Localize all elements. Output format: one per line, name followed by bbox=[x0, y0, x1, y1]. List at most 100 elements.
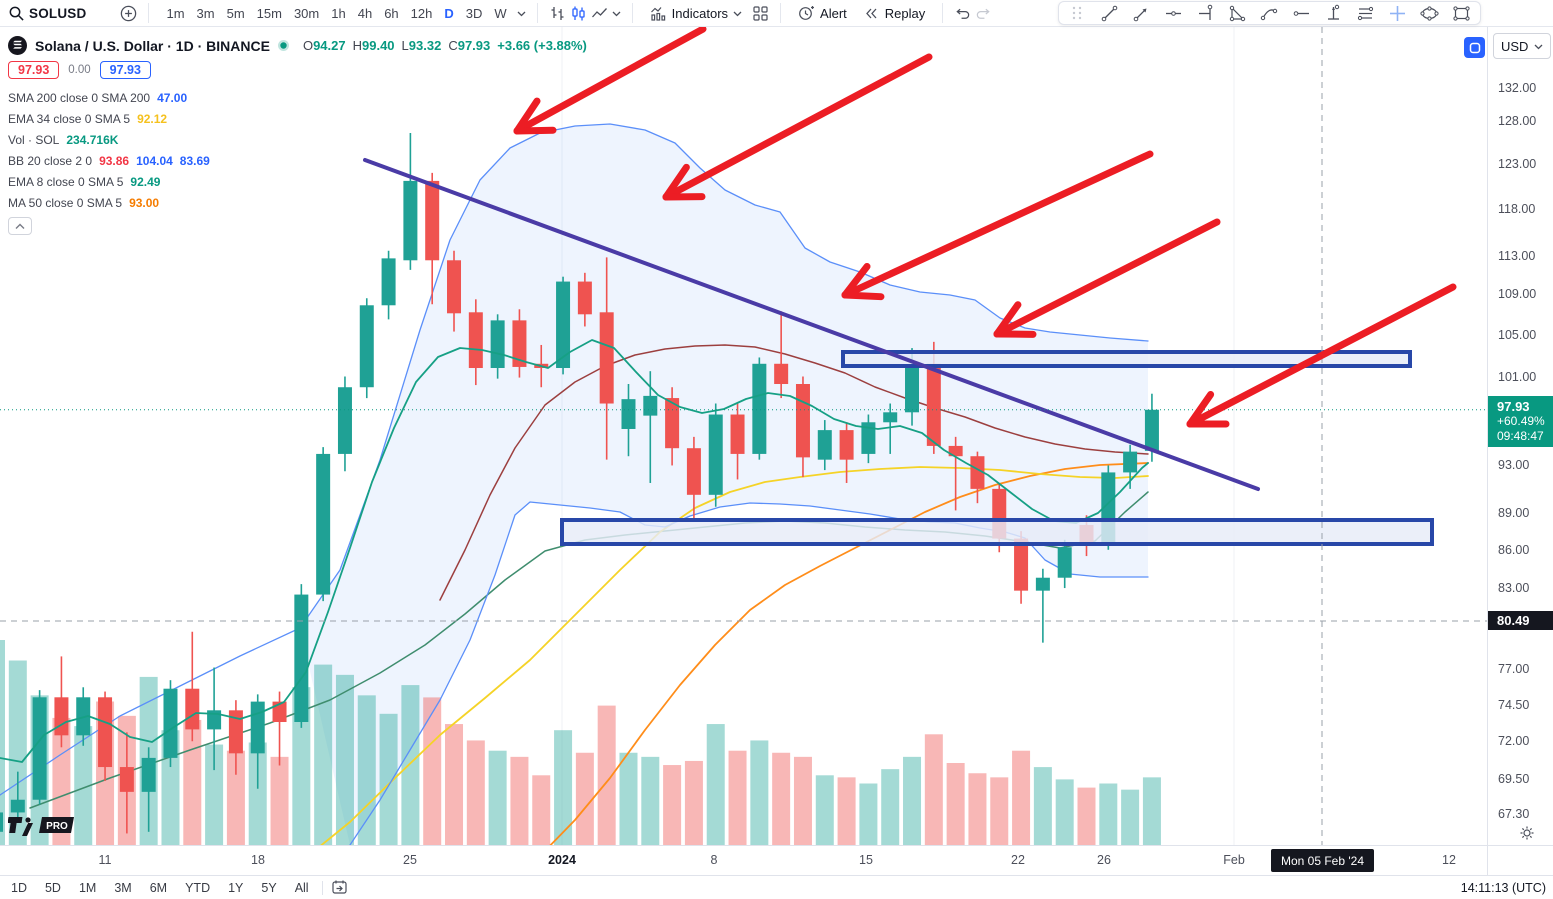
sync-scale-button[interactable] bbox=[1464, 37, 1485, 58]
chart-canvas[interactable] bbox=[0, 26, 1487, 845]
indicators-button[interactable]: Indicators bbox=[644, 5, 748, 22]
volume-bar bbox=[619, 752, 638, 845]
time-tick: Feb bbox=[1223, 853, 1245, 867]
range-YTD[interactable]: YTD bbox=[185, 880, 211, 895]
interval-6h[interactable]: 6h bbox=[384, 5, 399, 21]
candle-body bbox=[643, 395, 658, 416]
horizontal-ray-tool-icon[interactable] bbox=[1196, 4, 1215, 23]
legend-row[interactable]: MA 50 close 0 SMA 5 93.00 bbox=[8, 193, 210, 214]
volume-bar bbox=[270, 756, 289, 845]
currency-selector[interactable]: USD bbox=[1493, 33, 1551, 59]
tradingview-pro-logo[interactable]: PRO bbox=[8, 813, 76, 837]
price-tick: 128.00 bbox=[1498, 114, 1537, 129]
sell-button[interactable]: 97.93 bbox=[8, 61, 60, 79]
red-arrow-annotation[interactable] bbox=[662, 53, 933, 201]
layout-grid-icon[interactable] bbox=[752, 5, 769, 22]
range-5D[interactable]: 5D bbox=[44, 880, 61, 895]
search-icon[interactable] bbox=[8, 5, 25, 22]
ellipse-tool-icon[interactable] bbox=[1420, 4, 1439, 23]
horizontal-line-tool-icon[interactable] bbox=[1164, 4, 1183, 23]
legend-row[interactable]: EMA 8 close 0 SMA 5 92.49 bbox=[8, 172, 210, 193]
legend-row[interactable]: EMA 34 close 0 SMA 5 92.12 bbox=[8, 109, 210, 130]
legend-collapse-button[interactable] bbox=[8, 217, 32, 235]
utc-clock[interactable]: 14:11:13 (UTC) bbox=[1460, 880, 1546, 895]
rectangle-tool-icon[interactable] bbox=[1452, 4, 1471, 23]
chevron-down-icon[interactable] bbox=[517, 9, 526, 18]
candles-style-icon[interactable] bbox=[570, 5, 587, 22]
candle-body bbox=[207, 710, 222, 730]
descending-trendline[interactable] bbox=[363, 158, 1260, 491]
compare-add-icon[interactable] bbox=[120, 5, 137, 22]
legend-row[interactable]: SMA 200 close 0 SMA 200 47.00 bbox=[8, 88, 210, 109]
time-axis[interactable]: Mon 05 Feb '24 11 18 25 2024 8 15 22 26 Feb 12 bbox=[0, 845, 1553, 876]
range-All[interactable]: All bbox=[294, 880, 309, 895]
zone-rectangle[interactable] bbox=[560, 518, 1434, 546]
drag-handle-tool-icon[interactable] bbox=[1068, 4, 1087, 23]
ray-tool-icon[interactable] bbox=[1292, 4, 1311, 23]
interval-30m[interactable]: 30m bbox=[293, 5, 320, 21]
interval-1h[interactable]: 1h bbox=[331, 5, 346, 21]
symbol-title[interactable]: Solana / U.S. Dollar · 1D · BINANCE bbox=[35, 37, 270, 54]
indicators-icon bbox=[650, 6, 665, 21]
price-tick: 67.30 bbox=[1498, 807, 1530, 822]
curve-tool-icon[interactable] bbox=[1260, 4, 1279, 23]
interval-group: 1m 3m 5m 15m 30m 1h 4h 6h 12h D 3D W bbox=[160, 6, 512, 21]
vertical-tool-tool-icon[interactable] bbox=[1324, 4, 1343, 23]
zone-rectangle[interactable] bbox=[841, 350, 1412, 368]
arrow-head bbox=[841, 291, 885, 301]
red-arrow-annotation[interactable] bbox=[1186, 283, 1457, 428]
range-6M[interactable]: 6M bbox=[149, 880, 168, 895]
range-1Y[interactable]: 1Y bbox=[228, 880, 244, 895]
interval-15m[interactable]: 15m bbox=[256, 5, 282, 21]
interval-W[interactable]: W bbox=[494, 5, 507, 21]
legend-row[interactable]: Vol · SOL 234.716K bbox=[8, 130, 210, 151]
range-1M[interactable]: 1M bbox=[78, 880, 97, 895]
interval-4h[interactable]: 4h bbox=[357, 5, 373, 21]
price-tick: 109.00 bbox=[1498, 287, 1537, 302]
range-1D[interactable]: 1D bbox=[11, 880, 27, 895]
triangle-tool-icon[interactable] bbox=[1228, 4, 1247, 23]
range-3M[interactable]: 3M bbox=[114, 880, 132, 895]
interval-1m[interactable]: 1m bbox=[166, 5, 185, 21]
interval-3m[interactable]: 3m bbox=[196, 5, 215, 21]
legend-row[interactable]: BB 20 close 2 0 93.86 104.04 83.69 bbox=[8, 151, 210, 172]
replay-button[interactable]: Replay bbox=[857, 5, 931, 22]
volume-bar bbox=[968, 773, 987, 845]
ema34-line bbox=[320, 466, 1149, 845]
price-axis[interactable]: USD 97.93 +60.49% 09:48:47 80.49 132.00 1… bbox=[1487, 27, 1553, 845]
chevron-down-icon[interactable] bbox=[612, 9, 621, 18]
candle-body bbox=[970, 456, 985, 489]
arrow-shaft bbox=[841, 150, 1154, 299]
red-arrow-annotation[interactable] bbox=[841, 150, 1154, 301]
go-to-date-icon[interactable] bbox=[331, 879, 348, 896]
axis-settings-gear-icon[interactable] bbox=[1518, 824, 1536, 842]
volume-bar bbox=[575, 752, 594, 845]
alert-button[interactable]: Alert bbox=[792, 5, 853, 22]
bars-style-icon[interactable] bbox=[549, 5, 566, 22]
range-5Y[interactable]: 5Y bbox=[261, 880, 277, 895]
interval-5m[interactable]: 5m bbox=[226, 5, 245, 21]
bb-upper-line bbox=[0, 123, 1149, 796]
arrow-line-tool-icon[interactable] bbox=[1132, 4, 1151, 23]
interval-3D[interactable]: 3D bbox=[465, 5, 483, 21]
buy-button[interactable]: 97.93 bbox=[99, 61, 151, 79]
redo-icon[interactable] bbox=[975, 5, 992, 22]
parallel-channel-tool-icon[interactable] bbox=[1356, 4, 1375, 23]
separator bbox=[536, 3, 538, 23]
candle-body bbox=[316, 453, 331, 595]
time-tick: 18 bbox=[251, 853, 265, 867]
line-style-icon[interactable] bbox=[591, 5, 608, 22]
symbol-button[interactable]: SOLUSD bbox=[29, 5, 87, 21]
change-value: +3.66 (+3.88%) bbox=[497, 38, 587, 53]
undo-icon[interactable] bbox=[954, 5, 971, 22]
trend-line-tool-icon[interactable] bbox=[1100, 4, 1119, 23]
interval-12h[interactable]: 12h bbox=[410, 5, 433, 21]
candle-body bbox=[1035, 577, 1050, 591]
red-arrow-annotation[interactable] bbox=[513, 26, 707, 135]
interval-D[interactable]: D bbox=[444, 5, 454, 21]
chevron-up-icon bbox=[15, 223, 25, 229]
red-arrow-annotation[interactable] bbox=[993, 218, 1221, 338]
candle-body bbox=[76, 697, 91, 736]
crosshair-tool-icon[interactable] bbox=[1388, 4, 1407, 23]
price-tick: 105.00 bbox=[1498, 327, 1537, 342]
